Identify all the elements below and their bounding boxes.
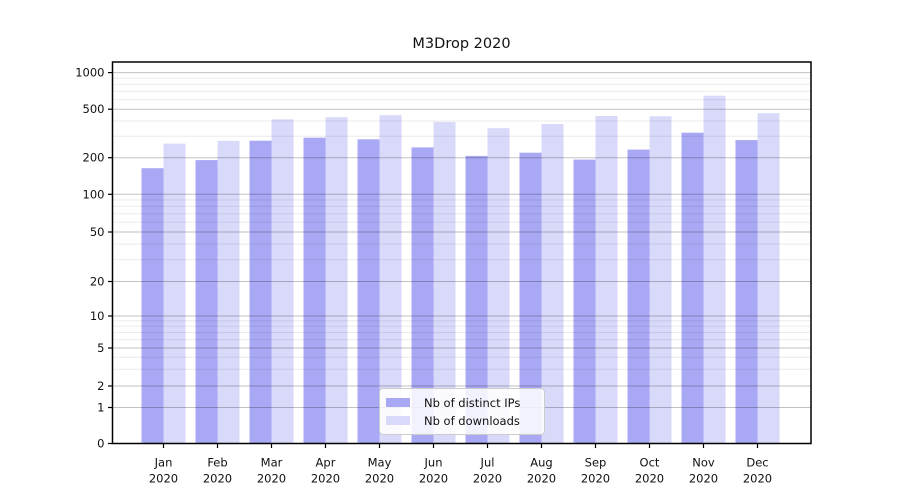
svg-text:2020: 2020 <box>311 472 340 486</box>
svg-text:50: 50 <box>90 225 105 239</box>
legend: Nb of distinct IPs Nb of downloads <box>379 388 545 435</box>
svg-text:2020: 2020 <box>257 472 286 486</box>
svg-text:500: 500 <box>83 102 105 116</box>
svg-text:5: 5 <box>97 341 104 355</box>
svg-text:Sep: Sep <box>585 456 607 470</box>
svg-text:2: 2 <box>97 379 104 393</box>
svg-text:2020: 2020 <box>743 472 772 486</box>
svg-text:1000: 1000 <box>75 66 104 80</box>
svg-text:2020: 2020 <box>581 472 610 486</box>
svg-text:2020: 2020 <box>473 472 502 486</box>
svg-text:2020: 2020 <box>149 472 178 486</box>
svg-text:2020: 2020 <box>203 472 232 486</box>
svg-text:Jan: Jan <box>154 456 173 470</box>
legend-item-downloads: Nb of downloads <box>386 414 544 428</box>
svg-text:100: 100 <box>83 187 105 201</box>
legend-label-downloads: Nb of downloads <box>424 413 520 428</box>
legend-swatch-downloads <box>386 416 410 425</box>
svg-text:2020: 2020 <box>689 472 718 486</box>
svg-text:2020: 2020 <box>635 472 664 486</box>
svg-text:200: 200 <box>83 151 105 165</box>
legend-item-distinct-ips: Nb of distinct IPs <box>386 396 544 410</box>
svg-text:Nov: Nov <box>692 456 715 470</box>
svg-text:2020: 2020 <box>365 472 394 486</box>
svg-text:1: 1 <box>97 401 104 415</box>
svg-text:0: 0 <box>97 437 104 451</box>
legend-swatch-distinct-ips <box>386 398 410 407</box>
svg-text:Jun: Jun <box>424 456 443 470</box>
svg-text:Apr: Apr <box>316 456 336 470</box>
svg-text:20: 20 <box>90 275 105 289</box>
svg-text:Dec: Dec <box>746 456 768 470</box>
svg-text:May: May <box>368 456 392 470</box>
svg-text:2020: 2020 <box>419 472 448 486</box>
svg-text:Aug: Aug <box>530 456 552 470</box>
svg-text:10: 10 <box>90 309 105 323</box>
chart-title: M3Drop 2020 <box>412 36 511 52</box>
svg-text:Mar: Mar <box>261 456 283 470</box>
legend-label-distinct-ips: Nb of distinct IPs <box>424 395 521 410</box>
svg-text:Feb: Feb <box>207 456 227 470</box>
svg-text:Oct: Oct <box>640 456 660 470</box>
svg-text:Jul: Jul <box>480 456 495 470</box>
svg-text:2020: 2020 <box>527 472 556 486</box>
